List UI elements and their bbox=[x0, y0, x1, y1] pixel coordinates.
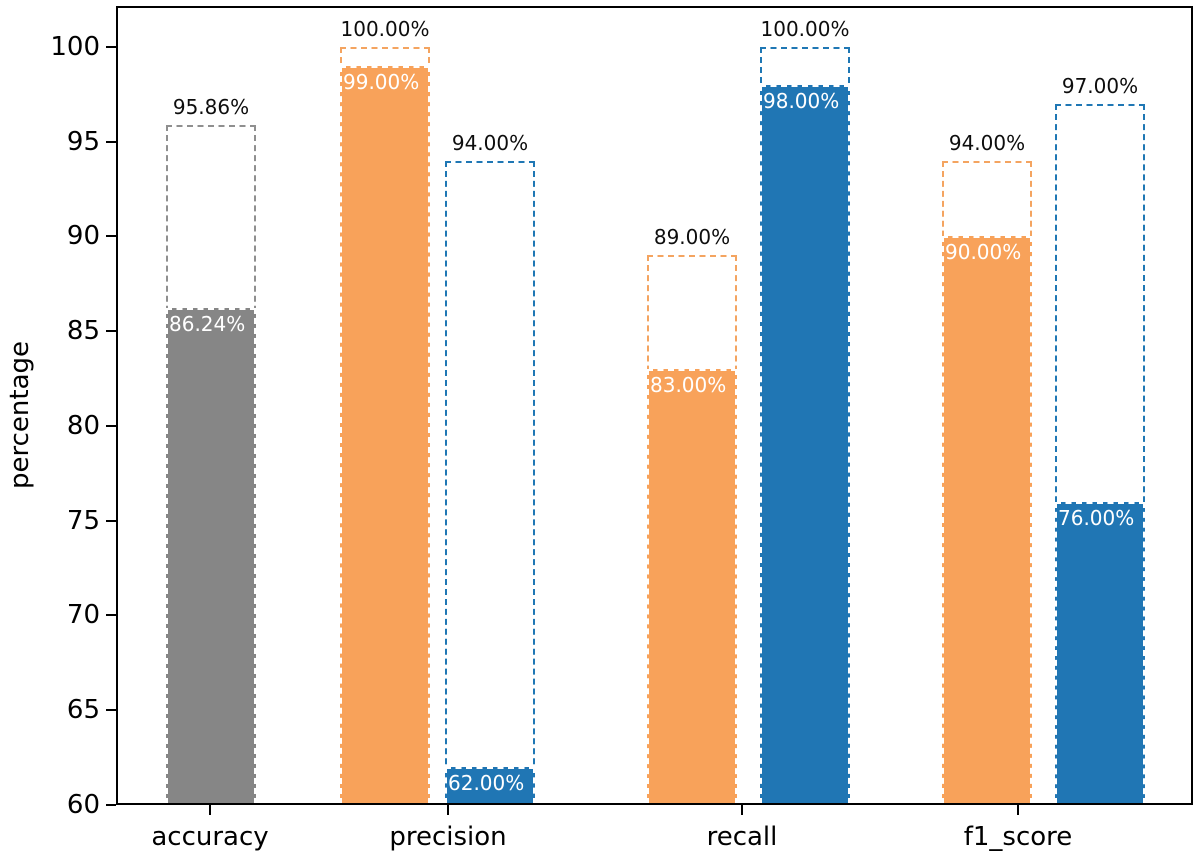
y-tick-label: 70 bbox=[66, 600, 100, 631]
bar-solid: 90.00% bbox=[942, 236, 1032, 804]
bar-solid: 62.00% bbox=[445, 767, 535, 804]
bar-target-label: 97.00% bbox=[1061, 73, 1139, 98]
y-tick-mark bbox=[106, 45, 116, 48]
bar-solid: 83.00% bbox=[647, 369, 737, 804]
x-tick-mark bbox=[447, 805, 449, 815]
y-tick-mark bbox=[106, 709, 116, 712]
y-tick-mark bbox=[106, 804, 116, 806]
y-tick-mark bbox=[106, 330, 116, 333]
y-tick-mark bbox=[106, 424, 116, 427]
x-tick-mark bbox=[741, 805, 743, 815]
bar-target-label: 89.00% bbox=[653, 225, 731, 250]
bar-solid: 98.00% bbox=[760, 84, 850, 804]
bar-value-label: 83.00% bbox=[650, 373, 727, 398]
bar-value-label: 90.00% bbox=[945, 240, 1022, 265]
bar-value-label: 86.24% bbox=[169, 311, 246, 336]
bar-value-label: 98.00% bbox=[763, 88, 840, 113]
x-tick-mark bbox=[1017, 805, 1019, 815]
y-tick-label: 75 bbox=[66, 505, 100, 536]
bar-target-label: 100.00% bbox=[760, 16, 850, 41]
bar-target-label: 94.00% bbox=[948, 130, 1026, 155]
x-tick-label: precision bbox=[389, 822, 507, 852]
y-tick-mark bbox=[106, 519, 116, 522]
x-tick-label: accuracy bbox=[151, 822, 269, 852]
bar-value-label: 76.00% bbox=[1058, 505, 1135, 530]
y-tick-label: 85 bbox=[66, 316, 100, 347]
bar-value-label: 62.00% bbox=[448, 771, 525, 796]
bar-target-label: 100.00% bbox=[340, 16, 430, 41]
bar-target-label: 94.00% bbox=[451, 130, 529, 155]
bar-solid: 76.00% bbox=[1055, 501, 1145, 804]
y-tick-label: 60 bbox=[66, 790, 100, 820]
bar-target-label: 95.86% bbox=[172, 95, 250, 120]
y-tick-mark bbox=[106, 140, 116, 143]
bar-solid: 99.00% bbox=[340, 65, 430, 804]
y-tick-label: 65 bbox=[66, 695, 100, 726]
y-tick-label: 95 bbox=[66, 126, 100, 157]
y-tick-mark bbox=[106, 235, 116, 238]
bar-target-outline bbox=[1055, 103, 1145, 804]
y-tick-label: 100 bbox=[50, 31, 100, 62]
x-tick-label: recall bbox=[706, 822, 778, 852]
bar-target-outline bbox=[445, 160, 535, 804]
x-tick-mark bbox=[209, 805, 211, 815]
bar-solid: 86.24% bbox=[166, 307, 256, 804]
y-tick-mark bbox=[106, 614, 116, 617]
y-tick-label: 80 bbox=[66, 410, 100, 441]
x-tick-label: f1_score bbox=[963, 822, 1073, 852]
y-tick-label: 90 bbox=[66, 221, 100, 252]
bar-value-label: 99.00% bbox=[343, 69, 420, 94]
